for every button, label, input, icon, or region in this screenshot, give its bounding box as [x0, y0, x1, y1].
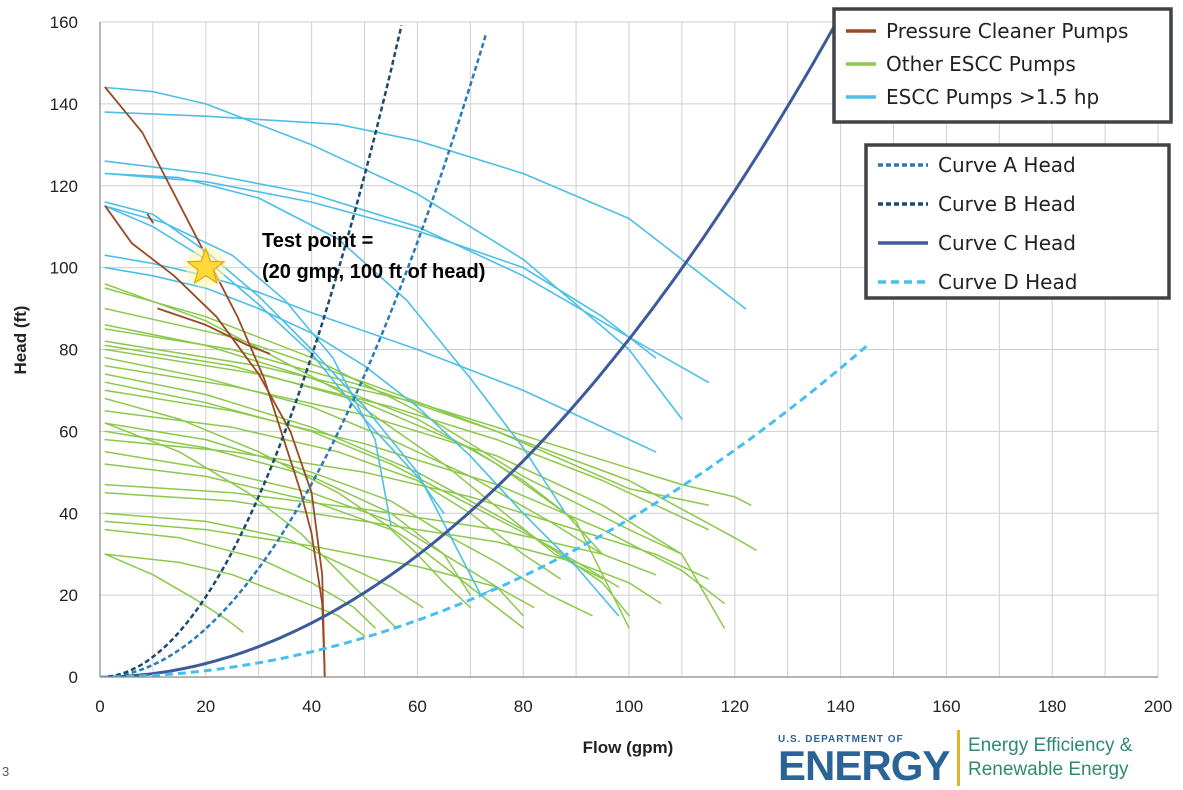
x-tick-label: 160	[932, 697, 960, 716]
y-tick-label: 140	[50, 95, 78, 114]
system-curve-legend: Curve A Head Curve B Head Curve C Head Curv…	[864, 143, 1171, 300]
other-escc-pump-curve	[104, 328, 757, 551]
eere-line1: Energy Efficiency &	[968, 735, 1133, 756]
system-curve-curve-b-head	[100, 25, 403, 677]
legend-box	[832, 7, 1173, 124]
slide-number: 3	[2, 764, 10, 779]
y-tick-label: 100	[50, 259, 78, 278]
x-tick-label: 180	[1038, 697, 1066, 716]
doe-energy-logo: ENERGY	[778, 742, 950, 789]
x-tick-label: 60	[408, 697, 427, 716]
x-tick-label: 200	[1144, 697, 1172, 716]
system-curve-curve-c-head	[100, 22, 839, 677]
x-tick-label: 40	[302, 697, 321, 716]
x-axis-title: Flow (gpm)	[583, 738, 674, 757]
y-tick-label: 80	[59, 341, 78, 360]
pump-type-legend: Pressure Cleaner Pumps Other ESCC Pumps ES…	[832, 7, 1173, 124]
other-escc-pump-curve	[104, 483, 657, 576]
other-escc-pump-curve	[104, 463, 472, 609]
other-escc-pump-curve	[104, 344, 630, 629]
legend-label: ESCC Pumps >1.5 hp	[886, 85, 1099, 109]
test-point-annotation-line2: (20 gmp, 100 ft of head)	[262, 261, 485, 283]
y-tick-label: 120	[50, 177, 78, 196]
escc-pump-curve	[104, 86, 683, 420]
test-point-annotation-line1: Test point =	[262, 230, 373, 252]
other-escc-pump-curve	[104, 492, 662, 605]
pressure-cleaner-pump-curves	[104, 86, 326, 677]
other-escc-pump-curve	[104, 410, 561, 580]
other-escc-pump-curve	[104, 365, 725, 629]
x-tick-label: 100	[615, 697, 643, 716]
escc-pump-curve	[104, 172, 657, 359]
escc-pump-curve	[104, 111, 747, 310]
x-tick-label: 80	[514, 697, 533, 716]
y-tick-label: 20	[59, 586, 78, 605]
x-tick-label: 140	[826, 697, 854, 716]
eere-line2: Renewable Energy	[968, 759, 1129, 780]
pressure-cleaner-pump-curve	[104, 205, 326, 677]
legend-label: Curve A Head	[938, 153, 1076, 177]
legend-label: Other ESCC Pumps	[886, 52, 1076, 76]
other-escc-pump-curve	[104, 553, 244, 633]
escc-pump-curve	[104, 205, 445, 515]
other-escc-pump-curve	[104, 381, 620, 588]
other-escc-pump-curve	[104, 528, 376, 629]
system-head-curves	[100, 22, 868, 677]
y-tick-label: 0	[69, 668, 78, 687]
test-point-marker	[185, 246, 226, 288]
axes	[99, 22, 1158, 678]
y-tick-labels: 0 20 40 60 80 100 120 140 160	[50, 13, 78, 687]
y-axis-title: Head (ft)	[11, 306, 30, 375]
doe-department-label: U.S. DEPARTMENT OF	[778, 734, 904, 745]
y-tick-label: 160	[50, 13, 78, 32]
x-tick-label: 0	[95, 697, 104, 716]
y-tick-label: 40	[59, 504, 78, 523]
escc-large-pump-curves	[104, 86, 747, 617]
y-tick-label: 60	[59, 422, 78, 441]
legend-box	[864, 143, 1171, 300]
escc-pump-curve	[104, 205, 392, 527]
legend-label: Curve D Head	[938, 270, 1077, 294]
star-icon	[186, 246, 226, 285]
other-escc-pump-curve	[104, 430, 472, 596]
escc-pump-curve	[104, 266, 620, 617]
pressure-cleaner-pump-curve	[157, 307, 271, 355]
legend-label: Curve B Head	[938, 192, 1076, 216]
system-curve-curve-a-head	[100, 33, 488, 677]
x-tick-labels: 0 20 40 60 80 100 120 140 160 180 200	[95, 697, 1172, 716]
escc-pump-curve	[104, 172, 567, 515]
x-tick-label: 20	[196, 697, 215, 716]
other-escc-pump-curve	[104, 287, 683, 555]
other-escc-pump-curve	[104, 553, 366, 637]
legend-label: Curve C Head	[938, 231, 1076, 255]
legend-label: Pressure Cleaner Pumps	[886, 19, 1128, 43]
x-tick-label: 120	[721, 697, 749, 716]
other-escc-pump-curve	[104, 438, 710, 580]
pressure-cleaner-pump-curve	[146, 213, 154, 224]
logo-divider	[957, 730, 960, 786]
other-escc-pump-curves	[104, 283, 757, 637]
other-escc-pump-curve	[104, 512, 424, 609]
system-curve-curve-d-head	[100, 344, 868, 677]
eere-label: Energy Efficiency & Renewable Energy	[968, 734, 1132, 782]
other-escc-pump-curve	[104, 520, 535, 609]
pressure-cleaner-pump-curve	[104, 86, 326, 677]
